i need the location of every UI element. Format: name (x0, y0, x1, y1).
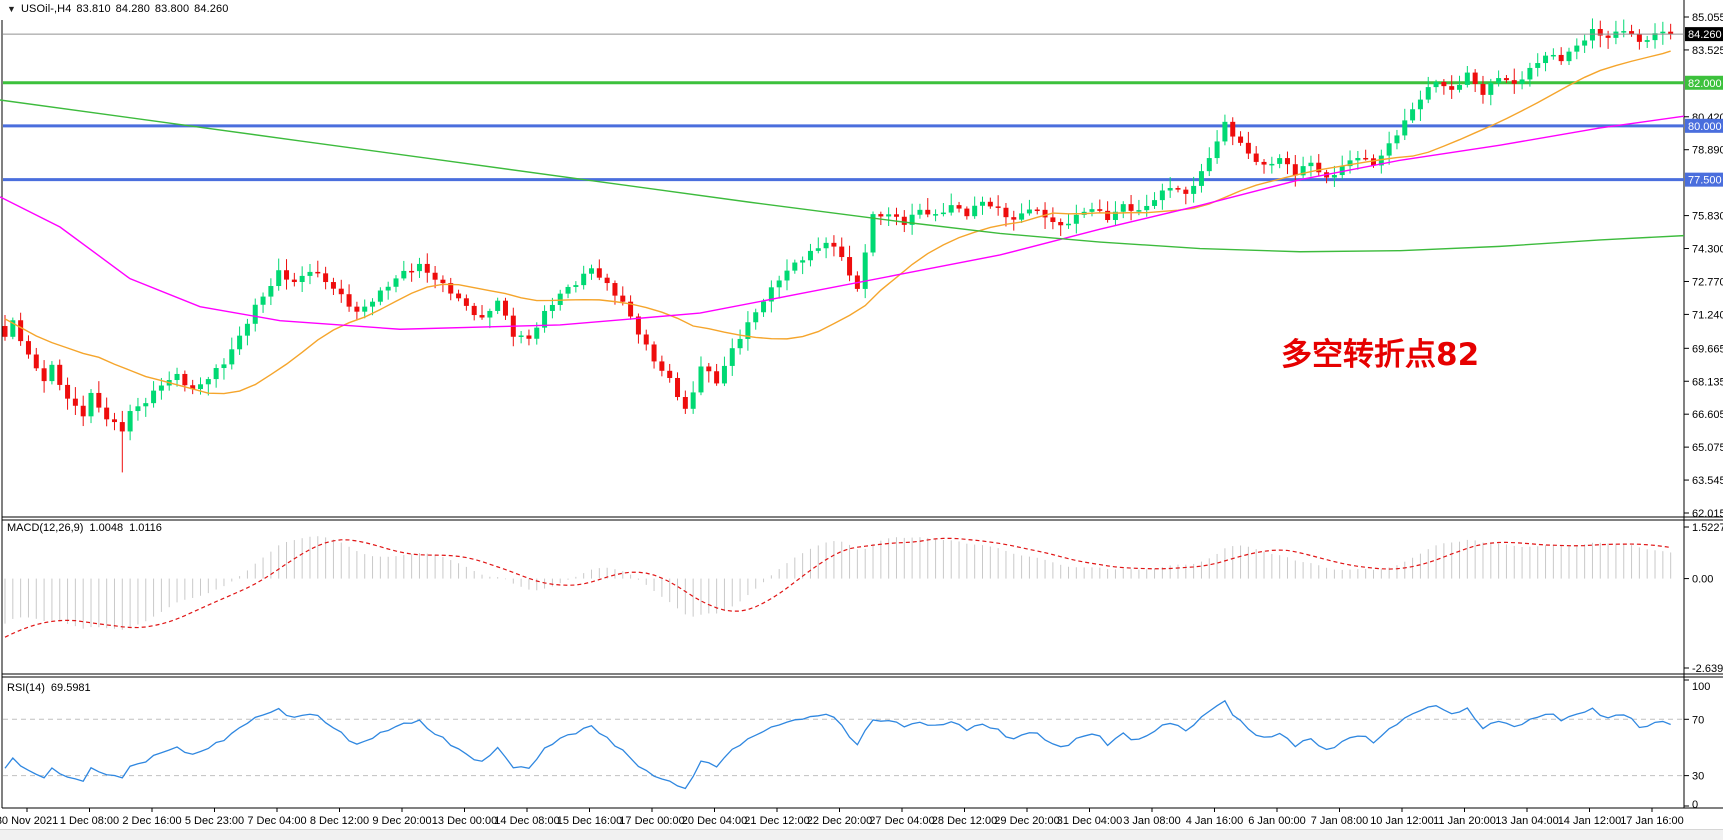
rsi-indicator-label: RSI(14) 69.5981 (7, 682, 97, 694)
macd-name: MACD(12,26,9) (7, 522, 84, 534)
time-axis-tick-label: 8 Dec 12:00 (310, 815, 369, 827)
price-axis-tick-label: 75.830 (1692, 211, 1723, 223)
time-axis-tick-label: 10 Jan 12:00 (1370, 815, 1434, 827)
price-axis-tick-label: 83.525 (1692, 45, 1723, 57)
time-axis-tick-label: 6 Jan 00:00 (1248, 815, 1306, 827)
price-axis-tick-label: 62.015 (1692, 508, 1723, 520)
time-axis-tick-label: 20 Dec 04:00 (682, 815, 747, 827)
time-axis-tick-label: 17 Dec 00:00 (619, 815, 684, 827)
ohlc-high: 84.280 (115, 3, 150, 15)
time-axis-tick-label: 3 Jan 08:00 (1123, 815, 1181, 827)
price-axis-tick-label: 68.135 (1692, 376, 1723, 388)
candles (2, 18, 1674, 473)
macd-axis-tick-label: -2.6392 (1692, 663, 1723, 675)
time-axis-tick-label: 27 Dec 04:00 (869, 815, 934, 827)
chart-header: ▼ USOil-,H4 83.810 84.280 83.800 84.260 (7, 3, 228, 15)
price-axis-tick-label: 85.055 (1692, 12, 1723, 24)
time-axis-tick-label: 30 Nov 2021 (0, 815, 58, 827)
slow-ma-line (0, 99, 1685, 253)
annotation-text: 多空转折点82 (1281, 337, 1480, 373)
time-axis-tick-label: 29 Dec 20:00 (994, 815, 1059, 827)
time-axis-tick-label: 4 Jan 16:00 (1186, 815, 1244, 827)
price-axis-tick-label: 63.545 (1692, 475, 1723, 487)
symbol-dropdown-icon[interactable]: ▼ (7, 4, 17, 14)
macd-histogram (4, 536, 1672, 630)
macd-signal-value: 1.0116 (129, 522, 162, 534)
price-axis-tick-label: 69.665 (1692, 343, 1723, 355)
macd-main-value: 1.0048 (89, 522, 124, 534)
macd-signal-line (4, 537, 1671, 638)
rsi-name: RSI(14) (7, 682, 45, 694)
ohlc-close: 84.260 (194, 3, 229, 15)
price-axis-tick-label: 72.770 (1692, 276, 1723, 288)
price-axis-tick-label: 74.300 (1692, 244, 1723, 256)
level-badge-77.500: 77.500 (1685, 172, 1723, 187)
rsi-line (4, 699, 1671, 790)
time-axis-tick-label: 28 Dec 12:00 (932, 815, 997, 827)
mid-ma-line (0, 115, 1685, 330)
time-axis-tick-label: 7 Dec 04:00 (247, 815, 306, 827)
rsi-axis-tick-label: 100 (1692, 681, 1710, 693)
rsi-axis-tick-label: 70 (1692, 714, 1704, 726)
time-axis-tick-label: 13 Dec 00:00 (432, 815, 497, 827)
time-axis-tick-label: 17 Jan 16:00 (1620, 815, 1684, 827)
time-axis-tick-label: 9 Dec 20:00 (372, 815, 431, 827)
price-axis-tick-label: 78.890 (1692, 145, 1723, 157)
rsi-axis: 100 70 30 0 (1684, 679, 1710, 811)
level-badge-80.000: 80.000 (1685, 118, 1723, 133)
svg-text:77.500: 77.500 (1688, 175, 1722, 187)
time-axis-tick-label: 13 Jan 04:00 (1495, 815, 1559, 827)
price-axis-tick-label: 66.605 (1692, 409, 1723, 421)
time-axis-tick-label: 15 Dec 16:00 (557, 815, 622, 827)
time-axis: 30 Nov 2021 1 Dec 08:00 2 Dec 16:00 5 Dec 2… (0, 808, 1684, 827)
chart-frame (1, 0, 1723, 809)
time-axis-tick-label: 5 Dec 23:00 (185, 815, 244, 827)
time-axis-tick-label: 7 Jan 08:00 (1311, 815, 1369, 827)
time-axis-tick-label: 11 Jan 20:00 (1433, 815, 1496, 827)
time-axis-tick-label: 14 Dec 08:00 (494, 815, 559, 827)
time-axis-tick-label: 14 Jan 12:00 (1558, 815, 1622, 827)
price-axis-tick-label: 65.075 (1692, 442, 1723, 454)
macd-axis: 1.5227 0.00 -2.6392 (1684, 522, 1723, 675)
macd-axis-tick-label: 0.00 (1692, 574, 1713, 586)
bottom-strip (0, 829, 1723, 840)
svg-text:80.000: 80.000 (1688, 121, 1722, 133)
current-price-badge: 84.260 (1685, 27, 1723, 42)
symbol-period-label: USOil-,H4 (21, 3, 72, 15)
macd-indicator-label: MACD(12,26,9) 1.0048 1.0116 (7, 522, 168, 534)
time-axis-tick-label: 1 Dec 08:00 (60, 815, 119, 827)
rsi-value: 69.5981 (50, 682, 91, 694)
svg-text:84.260: 84.260 (1688, 29, 1722, 41)
svg-text:82.000: 82.000 (1688, 78, 1722, 90)
rsi-axis-tick-label: 30 (1692, 771, 1704, 783)
time-axis-tick-label: 21 Dec 12:00 (744, 815, 809, 827)
macd-axis-tick-label: 1.5227 (1692, 522, 1723, 534)
time-axis-tick-label: 2 Dec 16:00 (122, 815, 181, 827)
price-axis-tick-label: 71.240 (1692, 309, 1723, 321)
level-badge-82.000: 82.000 (1685, 75, 1723, 90)
time-axis-tick-label: 31 Dec 04:00 (1057, 815, 1122, 827)
time-axis-tick-label: 22 Dec 20:00 (807, 815, 872, 827)
ohlc-open: 83.810 (76, 3, 111, 15)
rsi-axis-tick-label: 0 (1692, 799, 1698, 811)
rsi-gridlines (3, 718, 1684, 777)
ohlc-low: 83.800 (154, 3, 190, 15)
fast-ma-line (4, 50, 1671, 395)
